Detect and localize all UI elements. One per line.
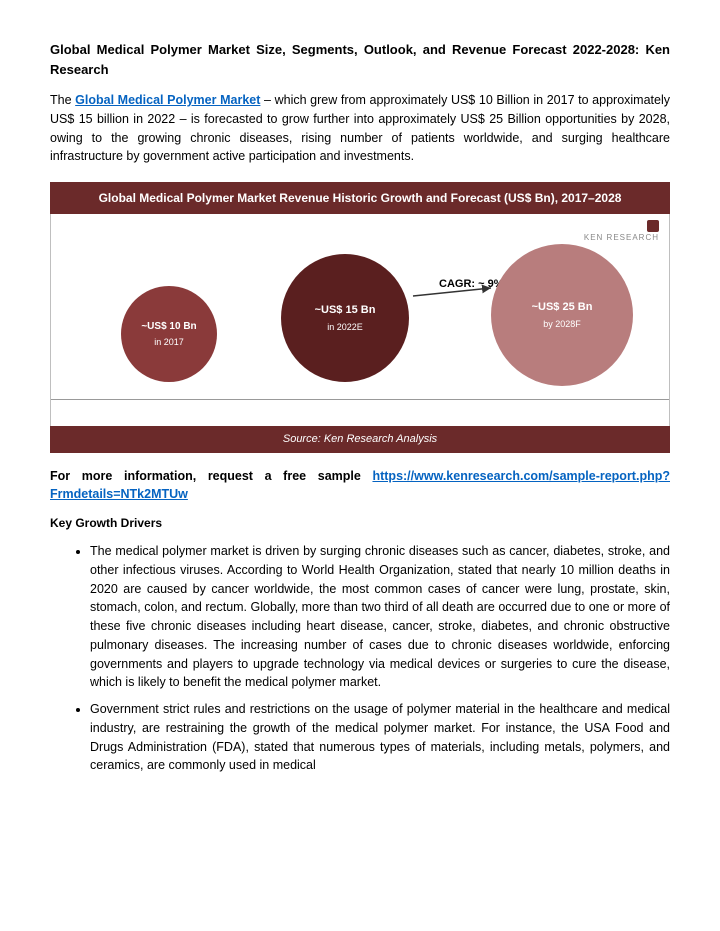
drivers-heading: Key Growth Drivers [50, 514, 670, 532]
market-bubble-2: ~US$ 25 Bn by 2028F [491, 244, 633, 386]
page-title: Global Medical Polymer Market Size, Segm… [50, 40, 670, 79]
bubble-value: ~US$ 15 Bn [315, 302, 376, 319]
chart-source-bar: Source: Ken Research Analysis [50, 426, 670, 453]
bubble-sub: in 2017 [154, 336, 184, 350]
bubble-value: ~US$ 10 Bn [141, 319, 196, 334]
market-link[interactable]: Global Medical Polymer Market [75, 93, 260, 107]
chart-baseline [51, 399, 669, 400]
sample-request: For more information, request a free sam… [50, 467, 670, 505]
market-bubble-1: ~US$ 15 Bn in 2022E [281, 254, 409, 382]
cagr-label: CAGR: ~ 9% [439, 276, 504, 293]
driver-item: Government strict rules and restrictions… [90, 700, 670, 775]
bubble-sub: in 2022E [327, 321, 363, 335]
bubble-sub: by 2028F [543, 318, 581, 332]
market-bubble-0: ~US$ 10 Bn in 2017 [121, 286, 217, 382]
drivers-list: The medical polymer market is driven by … [50, 542, 670, 775]
intro-paragraph: The Global Medical Polymer Market – whic… [50, 91, 670, 166]
sample-lead: For more information, request a free sam… [50, 469, 372, 483]
intro-prefix: The [50, 93, 75, 107]
chart-title-bar: Global Medical Polymer Market Revenue Hi… [50, 182, 670, 214]
bubble-value: ~US$ 25 Bn [532, 299, 593, 316]
chart-canvas: KEN RESEARCH CAGR: ~ 9% ~US$ 10 Bnin 201… [50, 214, 670, 424]
driver-item: The medical polymer market is driven by … [90, 542, 670, 692]
